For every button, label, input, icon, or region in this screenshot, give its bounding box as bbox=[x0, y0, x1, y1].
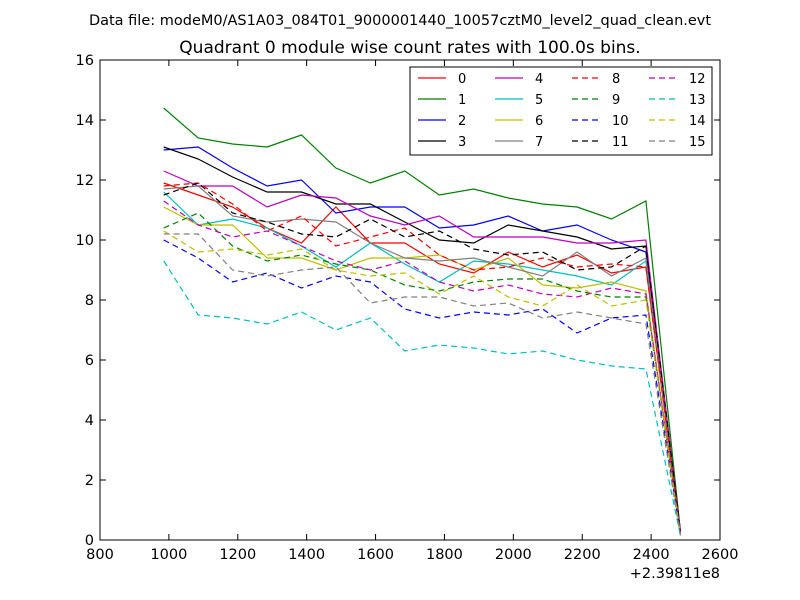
series-line-13 bbox=[163, 260, 681, 536]
legend-label-8: 8 bbox=[612, 72, 620, 87]
y-tick-label-3: 6 bbox=[85, 353, 94, 369]
legend-label-7: 7 bbox=[535, 135, 543, 150]
series-line-10 bbox=[163, 239, 681, 535]
x-tick-label-0: 800 bbox=[86, 547, 114, 563]
legend-label-13: 13 bbox=[689, 93, 706, 108]
x-tick-label-6: 2000 bbox=[495, 547, 532, 563]
y-tick-label-2: 4 bbox=[85, 413, 94, 429]
legend-label-3: 3 bbox=[458, 135, 466, 150]
y-tick-label-4: 8 bbox=[85, 293, 94, 309]
legend-label-0: 0 bbox=[458, 72, 466, 87]
series-line-7 bbox=[163, 185, 681, 535]
series-line-15 bbox=[163, 233, 681, 536]
x-tick-label-2: 1200 bbox=[219, 547, 256, 563]
y-tick-label-6: 12 bbox=[76, 173, 94, 189]
legend-label-6: 6 bbox=[535, 114, 543, 129]
legend-label-10: 10 bbox=[612, 114, 629, 129]
x-tick-label-1: 1000 bbox=[150, 547, 187, 563]
series-line-3 bbox=[163, 146, 681, 532]
legend-label-2: 2 bbox=[458, 114, 466, 129]
axis-ticks: 800 1000 1200 1400 1600 1800 2000 2200 2400 2600 0… bbox=[76, 53, 739, 563]
series-line-8 bbox=[163, 182, 681, 533]
series-line-1 bbox=[163, 107, 681, 532]
x-tick-label-8: 2400 bbox=[633, 547, 670, 563]
legend-label-9: 9 bbox=[612, 93, 620, 108]
y-tick-label-8: 16 bbox=[76, 53, 94, 69]
x-tick-label-4: 1600 bbox=[357, 547, 394, 563]
x-tick-label-7: 2200 bbox=[564, 547, 601, 563]
x-tick-label-5: 1800 bbox=[426, 547, 463, 563]
series-line-14 bbox=[163, 230, 681, 535]
x-tick-label-3: 1400 bbox=[288, 547, 325, 563]
series-line-6 bbox=[163, 206, 681, 535]
legend-label-12: 12 bbox=[689, 72, 706, 87]
legend-label-1: 1 bbox=[458, 93, 466, 108]
y-tick-label-7: 14 bbox=[76, 113, 94, 129]
chart-title: Quadrant 0 module wise count rates with … bbox=[179, 38, 640, 58]
legend-label-15: 15 bbox=[689, 135, 706, 150]
series-line-12 bbox=[163, 200, 681, 535]
legend-label-14: 14 bbox=[689, 114, 706, 129]
x-offset-label: +2.39811e8 bbox=[630, 566, 720, 582]
y-tick-label-0: 0 bbox=[85, 533, 94, 549]
series-line-9 bbox=[163, 212, 681, 535]
plot-lines bbox=[163, 107, 681, 536]
x-tick-label-9: 2600 bbox=[702, 547, 739, 563]
legend-label-11: 11 bbox=[612, 135, 629, 150]
y-tick-label-1: 2 bbox=[85, 473, 94, 489]
series-line-5 bbox=[163, 191, 681, 535]
legend-frame bbox=[409, 66, 713, 156]
legend-label-4: 4 bbox=[535, 72, 543, 87]
series-line-11 bbox=[163, 182, 681, 533]
series-line-0 bbox=[163, 182, 681, 533]
legend-label-5: 5 bbox=[535, 93, 543, 108]
suptitle: Data file: modeM0/AS1A03_084T01_90000014… bbox=[89, 13, 711, 29]
series-line-4 bbox=[163, 170, 681, 533]
y-tick-label-5: 10 bbox=[76, 233, 94, 249]
series-line-2 bbox=[163, 146, 681, 533]
